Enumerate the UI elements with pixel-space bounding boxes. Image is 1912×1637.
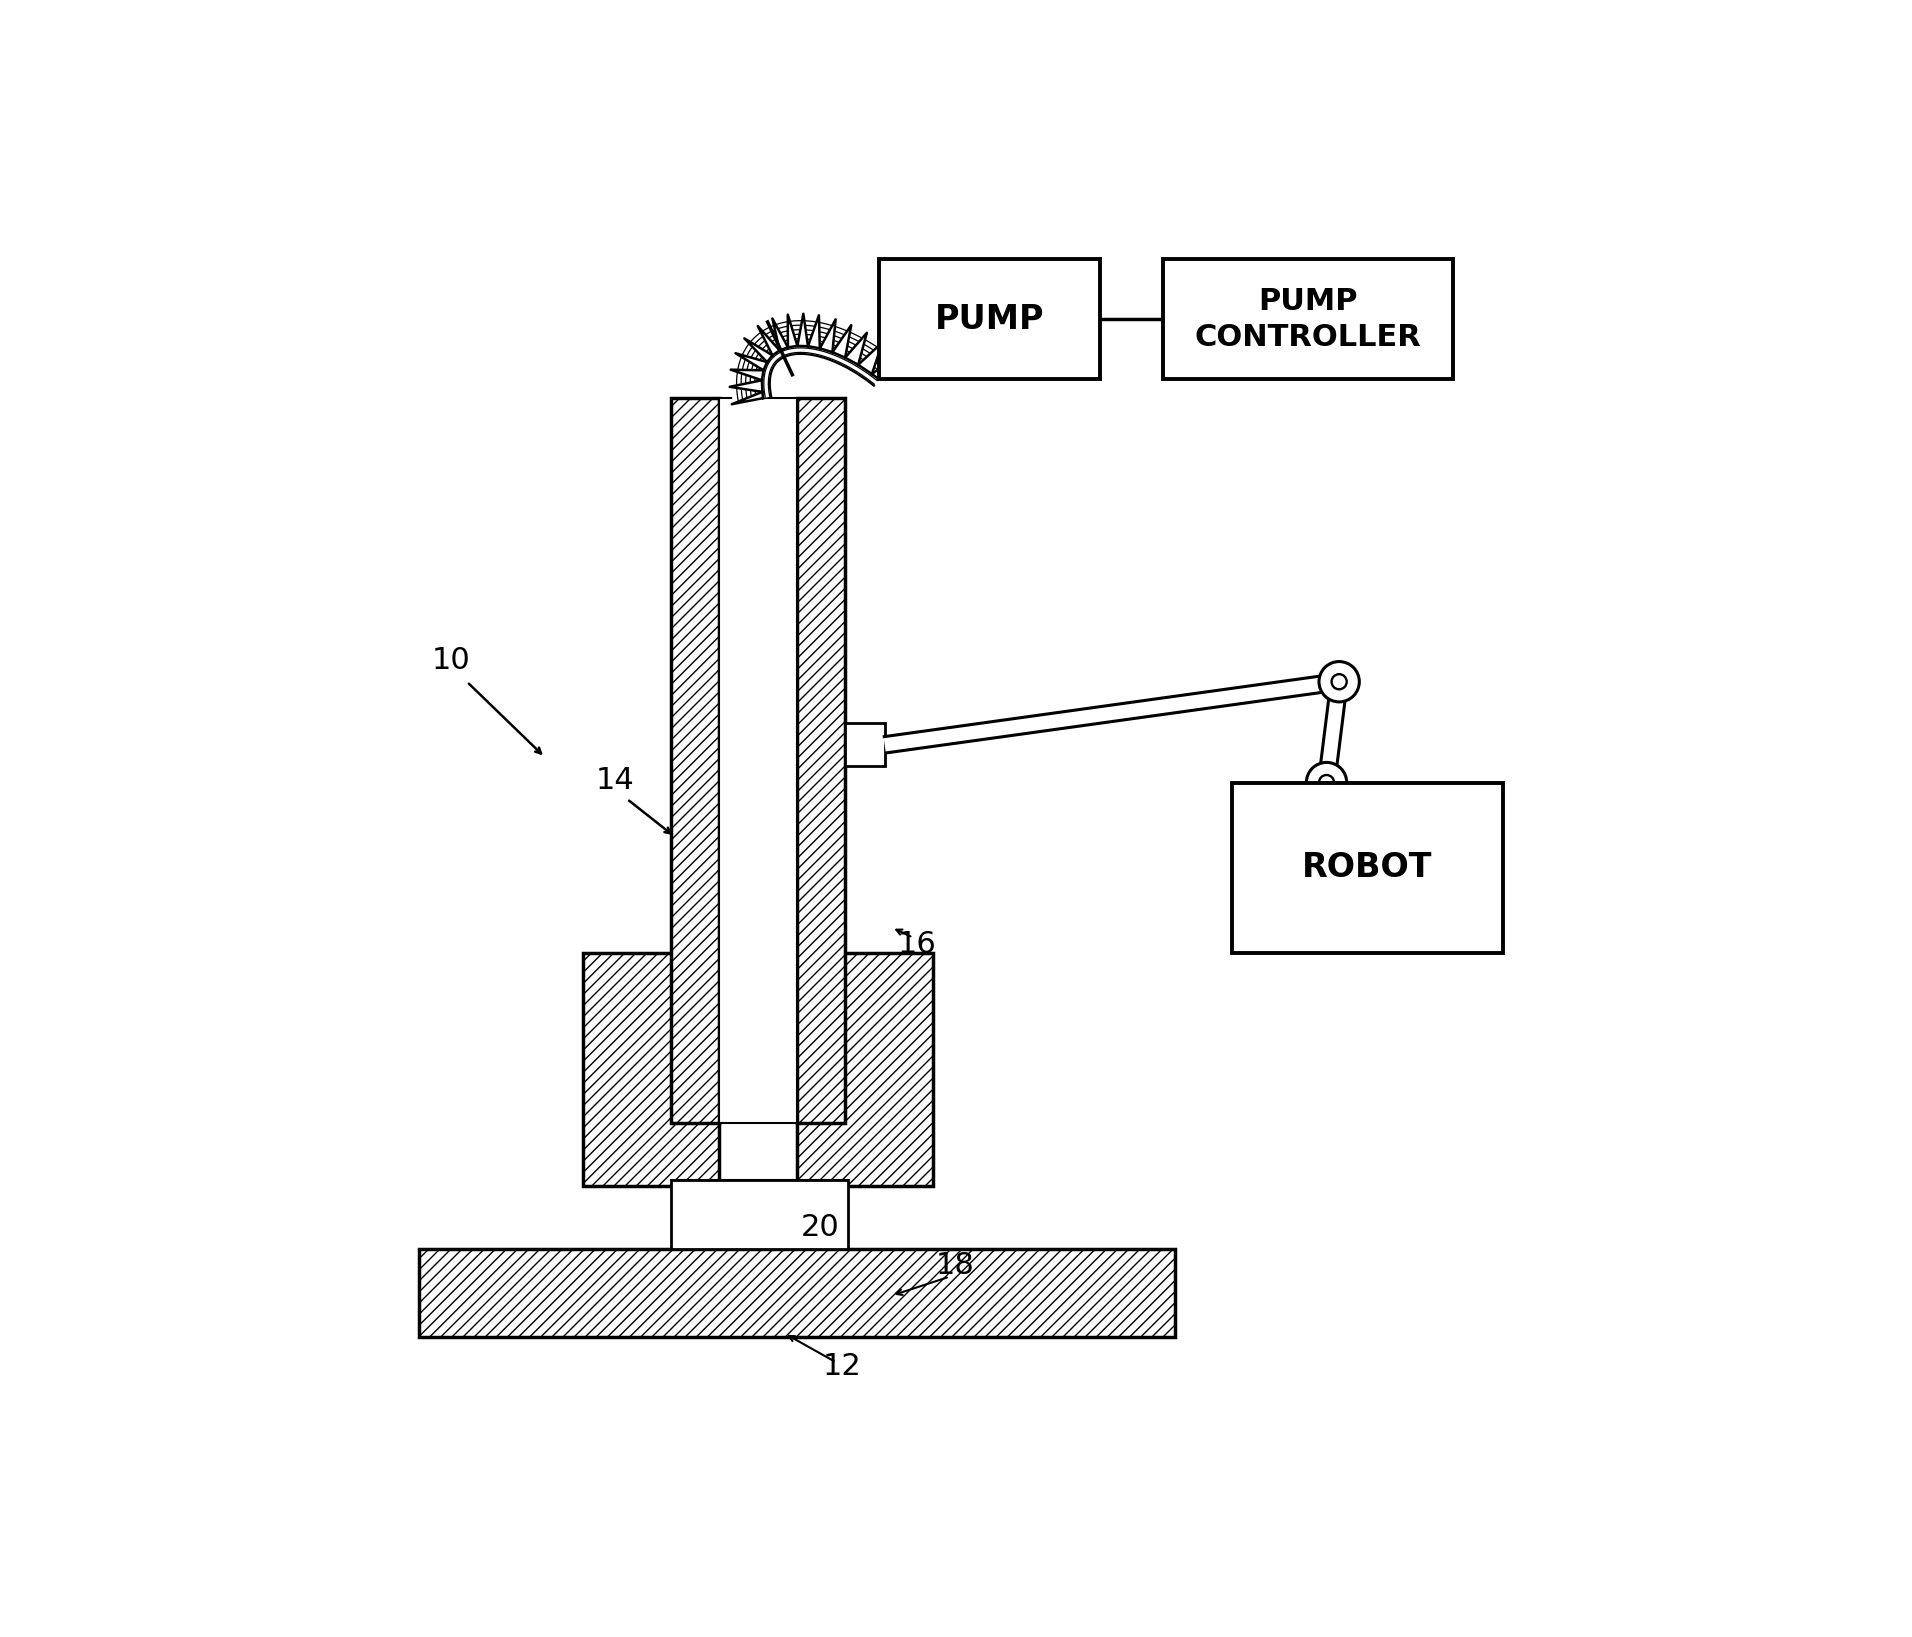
Bar	[797, 398, 845, 1123]
Polygon shape	[730, 314, 899, 404]
Polygon shape	[730, 380, 763, 391]
Polygon shape	[1319, 681, 1348, 784]
Polygon shape	[736, 354, 767, 370]
Polygon shape	[744, 339, 772, 362]
Circle shape	[1319, 774, 1335, 791]
Polygon shape	[809, 316, 820, 349]
Polygon shape	[845, 332, 866, 365]
Circle shape	[1306, 763, 1346, 802]
Polygon shape	[883, 673, 1340, 753]
Bar	[671, 398, 719, 1123]
Text: 12: 12	[822, 1352, 860, 1382]
Bar	[583, 953, 719, 1185]
Polygon shape	[788, 314, 797, 347]
Text: 20: 20	[801, 1213, 839, 1242]
Text: ROBOT: ROBOT	[1302, 851, 1432, 884]
Bar	[880, 259, 1099, 380]
Polygon shape	[772, 319, 788, 350]
Bar	[845, 724, 885, 766]
Polygon shape	[820, 319, 836, 352]
Text: PUMP
CONTROLLER: PUMP CONTROLLER	[1195, 286, 1421, 352]
Polygon shape	[730, 370, 763, 380]
Bar	[419, 1249, 1176, 1337]
Bar	[1162, 259, 1453, 380]
Text: 14: 14	[595, 766, 635, 796]
Text: 18: 18	[935, 1251, 975, 1280]
Polygon shape	[732, 391, 763, 404]
Bar	[671, 1180, 847, 1249]
Bar	[1231, 782, 1503, 953]
Circle shape	[1331, 674, 1346, 689]
Bar	[719, 398, 797, 1123]
Polygon shape	[757, 326, 780, 355]
Circle shape	[1319, 661, 1359, 702]
Text: 10: 10	[432, 647, 470, 674]
Text: PUMP: PUMP	[935, 303, 1044, 336]
Polygon shape	[832, 326, 851, 357]
Bar	[797, 953, 933, 1185]
Polygon shape	[872, 354, 899, 380]
Text: 16: 16	[899, 930, 937, 959]
Polygon shape	[797, 314, 809, 345]
Polygon shape	[858, 342, 883, 373]
